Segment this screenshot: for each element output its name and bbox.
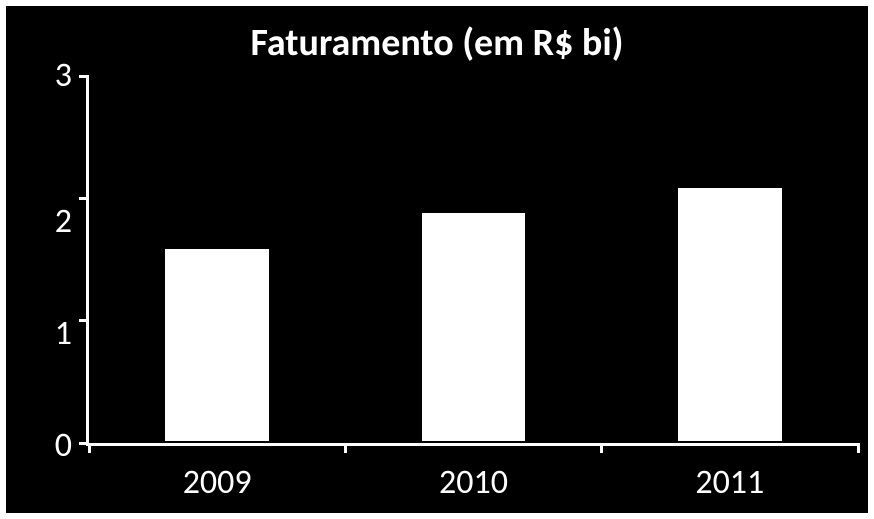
bar-slot	[602, 76, 858, 443]
bar-slot	[89, 76, 345, 443]
bar	[676, 186, 784, 443]
bar-slot	[345, 76, 601, 443]
plot-row: 3210	[16, 76, 858, 446]
x-axis: 200920102011	[16, 462, 858, 503]
x-tick-label: 2009	[89, 462, 345, 503]
x-axis-spacer	[16, 462, 89, 503]
y-tick-mark	[79, 197, 89, 200]
x-tick-mark	[344, 443, 347, 453]
x-tick-mark	[857, 443, 860, 453]
x-tick-label: 2010	[345, 462, 601, 503]
x-tick-mark	[88, 443, 91, 453]
y-axis: 3210	[16, 76, 86, 446]
y-tick-label: 3	[55, 59, 72, 93]
y-tick-mark	[79, 75, 89, 78]
plot-wrap: 3210 200920102011	[16, 76, 858, 503]
x-tick-label: 2011	[602, 462, 858, 503]
bar	[420, 211, 528, 443]
y-tick-label: 0	[55, 429, 72, 463]
chart-title: Faturamento (em R$ bi)	[16, 20, 858, 66]
x-labels: 200920102011	[89, 462, 858, 503]
x-tick-mark	[600, 443, 603, 453]
y-tick-label: 1	[55, 317, 72, 351]
bar	[163, 247, 271, 443]
chart-frame: Faturamento (em R$ bi) 3 2 1 0 200920102011	[0, 0, 874, 519]
y-tick-label: 2	[55, 205, 72, 239]
bars-container	[89, 76, 858, 443]
y-tick-mark	[79, 319, 89, 322]
plot-area	[86, 76, 858, 446]
